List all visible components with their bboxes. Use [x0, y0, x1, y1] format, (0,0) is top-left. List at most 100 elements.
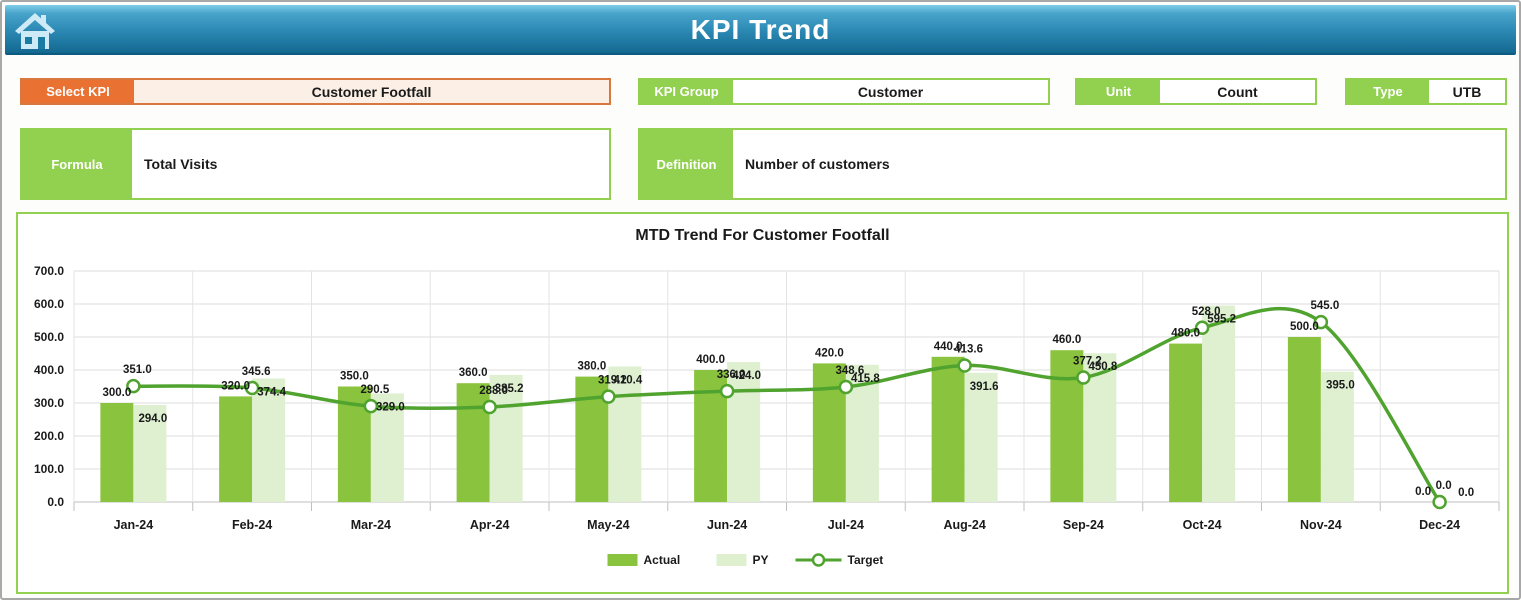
actual-label: 350.0 — [340, 371, 369, 383]
y-tick-label: 0.0 — [47, 495, 64, 509]
formula-block: Formula Total Visits — [20, 128, 611, 200]
x-axis-label: Aug-24 — [943, 518, 985, 532]
legend-swatch — [607, 554, 638, 566]
bar-py — [252, 378, 286, 502]
bar-py — [608, 366, 642, 502]
py-label: 415.8 — [851, 373, 880, 385]
py-label: 385.2 — [495, 383, 524, 395]
x-axis-label: May-24 — [587, 518, 629, 532]
target-label: 545.0 — [1310, 300, 1339, 312]
y-tick-label: 500.0 — [34, 330, 64, 344]
py-label: 595.2 — [1207, 314, 1236, 326]
definition-value: Number of customers — [733, 130, 1505, 198]
target-point — [1194, 320, 1210, 336]
bar-actual — [100, 403, 134, 502]
target-point — [1076, 370, 1091, 385]
select-kpi-label: Select KPI — [22, 80, 134, 103]
py-label: 294.0 — [138, 413, 167, 425]
target-point — [482, 399, 497, 415]
target-point — [244, 380, 260, 396]
x-axis-label: Jun-24 — [707, 518, 747, 532]
actual-label: 0.0 — [1415, 486, 1431, 498]
target-point — [363, 398, 379, 414]
header-bar: KPI Trend — [5, 5, 1516, 55]
py-label: 450.8 — [1088, 361, 1117, 373]
home-icon[interactable] — [13, 9, 57, 53]
py-label: 424.0 — [732, 370, 761, 382]
target-point — [1313, 314, 1329, 330]
x-axis-label: Sep-24 — [1063, 518, 1104, 532]
formula-value: Total Visits — [132, 130, 609, 198]
target-label: 336.0 — [717, 369, 746, 381]
x-axis-label: Dec-24 — [1419, 518, 1460, 532]
y-tick-label: 700.0 — [34, 264, 64, 278]
y-tick-label: 600.0 — [34, 297, 64, 311]
target-point — [719, 383, 735, 399]
unit-label: Unit — [1077, 80, 1160, 103]
bar-actual — [1287, 337, 1321, 502]
target-label: 290.5 — [360, 384, 389, 396]
target-label: 528.0 — [1192, 306, 1221, 318]
bar-py — [1202, 305, 1236, 502]
definition-label: Definition — [640, 130, 733, 198]
py-label: 391.6 — [970, 381, 999, 393]
x-axis-label: Apr-24 — [470, 518, 510, 532]
actual-label: 300.0 — [102, 387, 131, 399]
bar-actual — [1169, 343, 1203, 502]
kpi-group-value: Customer — [733, 80, 1048, 103]
x-axis-label: Oct-24 — [1183, 518, 1222, 532]
py-label: 395.0 — [1326, 380, 1355, 392]
bar-py — [964, 372, 998, 502]
bar-py — [133, 404, 167, 502]
legend-label[interactable]: PY — [753, 553, 769, 567]
kpi-group-label: KPI Group — [640, 80, 733, 103]
y-tick-label: 100.0 — [34, 462, 64, 476]
py-label: 0.0 — [1458, 487, 1474, 499]
bar-py — [489, 374, 523, 502]
legend-label[interactable]: Target — [848, 553, 884, 567]
target-point — [126, 378, 141, 394]
y-tick-label: 200.0 — [34, 429, 64, 443]
target-label: 348.6 — [835, 365, 864, 377]
legend-swatch — [716, 554, 747, 566]
type-value: UTB — [1429, 80, 1505, 103]
actual-label: 380.0 — [577, 361, 606, 373]
target-label: 345.6 — [242, 366, 271, 378]
target-point — [838, 379, 854, 395]
target-label: 0.0 — [1436, 480, 1452, 492]
py-label: 329.0 — [376, 401, 405, 413]
chart-title: MTD Trend For Customer Footfall — [635, 227, 890, 244]
target-point — [957, 358, 972, 373]
type-label: Type — [1347, 80, 1429, 103]
target-label: 319.2 — [598, 375, 627, 387]
bar-actual — [456, 383, 490, 502]
bar-py — [1320, 371, 1354, 502]
actual-label: 480.0 — [1171, 328, 1200, 340]
target-point — [601, 389, 616, 404]
x-axis-label: Feb-24 — [232, 518, 272, 532]
actual-label: 320.0 — [221, 380, 250, 392]
page-title: KPI Trend — [690, 14, 831, 45]
target-label: 413.6 — [954, 344, 983, 356]
py-label: 410.4 — [613, 375, 642, 387]
x-axis-label: Nov-24 — [1300, 518, 1342, 532]
legend-target-marker — [811, 553, 826, 567]
y-tick-label: 400.0 — [34, 363, 64, 377]
actual-label: 400.0 — [696, 354, 725, 366]
select-kpi-block: Select KPI Customer Footfall — [20, 78, 611, 105]
target-label: 377.2 — [1073, 356, 1102, 368]
actual-label: 360.0 — [459, 367, 488, 379]
chart-panel: MTD Trend For Customer Footfall 0.0 100.0… — [16, 212, 1509, 594]
select-kpi-dropdown[interactable]: Customer Footfall — [134, 80, 609, 103]
unit-block: Unit Count — [1075, 78, 1317, 105]
actual-label: 460.0 — [1052, 334, 1081, 346]
kpi-trend-chart: 0.0 100.0 200.0 300.0 400.0 500.0 600.0 700.0 30… — [34, 264, 1500, 567]
formula-label: Formula — [22, 130, 132, 198]
actual-label: 440.0 — [934, 341, 963, 353]
target-label: 351.0 — [123, 364, 152, 376]
legend-label[interactable]: Actual — [644, 553, 681, 567]
x-axis-label: Mar-24 — [351, 518, 391, 532]
py-label: 374.4 — [257, 386, 286, 398]
kpi-group-block: KPI Group Customer — [638, 78, 1050, 105]
